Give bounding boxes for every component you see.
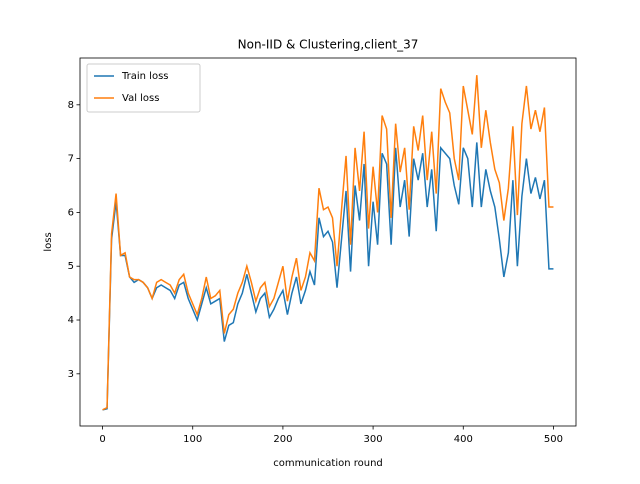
x-tick-label: 200 (273, 434, 292, 445)
x-tick-label: 400 (454, 434, 473, 445)
plot-frame (79, 57, 577, 427)
y-axis-label: loss (43, 232, 54, 251)
legend-label: Train loss (121, 71, 169, 82)
y-tick-label: 7 (68, 154, 74, 165)
y-tick-label: 4 (68, 315, 74, 326)
chart-title: Non-IID & Clustering,client_37 (238, 38, 419, 52)
x-tick-label: 300 (364, 434, 383, 445)
x-axis-label: communication round (273, 458, 383, 469)
x-tick-label: 500 (544, 434, 563, 445)
y-tick-label: 3 (68, 369, 74, 380)
y-tick-label: 6 (68, 207, 74, 218)
line-series (102, 75, 554, 411)
legend-label: Val loss (122, 93, 159, 104)
x-tick-label: 0 (99, 434, 105, 445)
y-tick-label: 8 (68, 100, 74, 111)
line-series (102, 142, 554, 411)
y-tick-label: 5 (68, 261, 74, 272)
legend-box (86, 63, 201, 113)
x-tick-label: 100 (183, 434, 202, 445)
